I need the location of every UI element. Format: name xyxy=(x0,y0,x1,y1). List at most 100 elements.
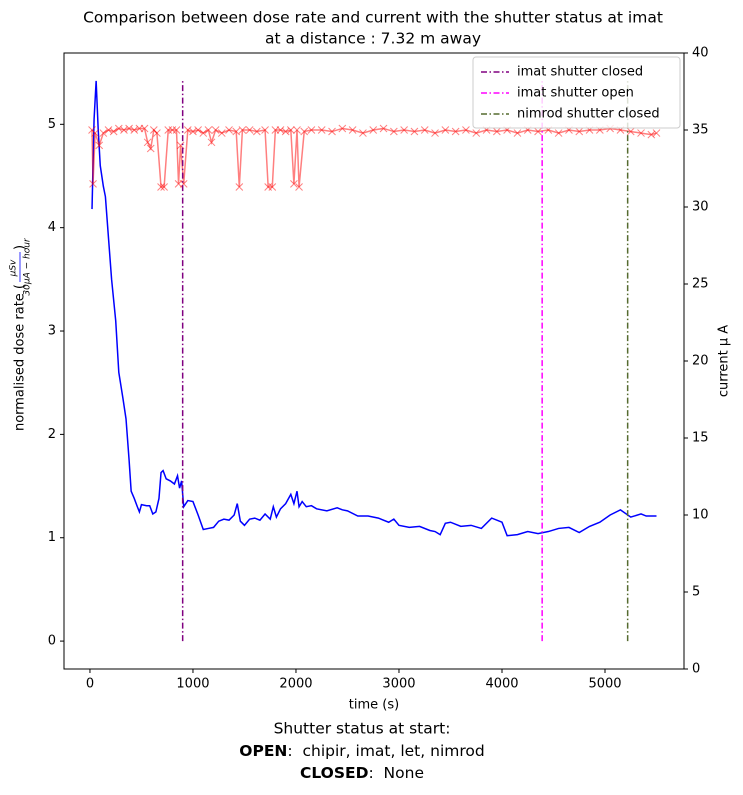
current-marker xyxy=(338,124,347,133)
x-axis-label: time (s) xyxy=(349,698,399,713)
current-marker xyxy=(211,126,220,134)
current-marker xyxy=(99,129,108,137)
current-marker xyxy=(225,126,233,134)
y-axis-label-text: normalised dose rate ( xyxy=(13,284,28,431)
x-tick-label: 4000 xyxy=(485,677,518,692)
current-marker xyxy=(125,124,133,133)
current-marker xyxy=(462,126,470,134)
current-marker xyxy=(146,144,155,153)
y2-tick-label: 30 xyxy=(692,200,709,215)
current-marker xyxy=(140,124,149,133)
current-marker xyxy=(114,124,123,133)
current-marker xyxy=(245,126,254,134)
current-marker xyxy=(232,127,241,136)
closed-list: : None xyxy=(368,764,424,782)
current-line xyxy=(91,127,657,188)
footer-heading: Shutter status at start: xyxy=(274,720,451,738)
current-marker xyxy=(91,129,99,137)
current-marker xyxy=(317,126,326,134)
y2-tick-label: 15 xyxy=(692,431,709,446)
current-marker xyxy=(286,126,295,134)
current-marker xyxy=(89,180,97,188)
y2-axis-label: current μ A xyxy=(717,325,732,397)
current-marker xyxy=(268,183,277,191)
legend-box xyxy=(472,56,681,129)
current-marker xyxy=(328,127,336,136)
footer-open: OPEN: chipir, imat, let, nimrod xyxy=(239,742,484,760)
open-label: OPEN xyxy=(239,742,287,760)
y2-tick-label: 25 xyxy=(692,277,709,292)
y2-tick-label: 10 xyxy=(692,508,709,523)
current-marker xyxy=(109,127,118,136)
y2-tick-label: 0 xyxy=(692,662,700,677)
current-marker xyxy=(626,127,635,136)
footer-closed: CLOSED: None xyxy=(300,764,424,782)
current-marker xyxy=(451,127,460,136)
chart-title: Comparison between dose rate and current… xyxy=(83,9,663,27)
x-tick-label: 0 xyxy=(86,677,94,692)
legend-label: imat shutter open xyxy=(517,86,634,101)
chart-title: at a distance : 7.32 m away xyxy=(265,30,481,48)
current-marker xyxy=(307,126,316,134)
x-tick-label: 2000 xyxy=(279,677,312,692)
current-marker xyxy=(153,129,161,137)
current-marker xyxy=(157,183,165,191)
current-marker xyxy=(400,126,408,134)
current-marker xyxy=(252,127,261,136)
current-marker xyxy=(179,180,188,188)
current-marker xyxy=(276,126,285,134)
x-tick-label: 1000 xyxy=(176,677,209,692)
current-marker xyxy=(441,126,450,134)
current-marker xyxy=(293,126,301,134)
current-marker xyxy=(379,124,388,133)
current-marker xyxy=(189,127,197,136)
current-marker xyxy=(194,126,202,134)
y-tick-label: 4 xyxy=(48,220,56,235)
current-marker xyxy=(207,138,216,147)
current-marker xyxy=(472,129,481,137)
y2-tick-label: 40 xyxy=(692,46,709,61)
current-marker xyxy=(204,126,213,134)
x-tick-label: 5000 xyxy=(588,677,621,692)
current-marker xyxy=(143,138,152,147)
current-marker xyxy=(420,126,429,134)
y-axis-label-denominator: 30μA − hour xyxy=(23,237,33,296)
open-list: : chipir, imat, let, nimrod xyxy=(287,742,484,760)
y-axis-label-close: ) xyxy=(13,245,28,250)
current-marker xyxy=(431,129,439,137)
current-marker xyxy=(348,126,357,134)
current-marker xyxy=(554,129,563,137)
y-axis-label-numerator: μSv xyxy=(9,259,19,277)
current-marker xyxy=(300,127,309,136)
y-axis-label: normalised dose rate ( μSv 30μA − hour ) xyxy=(9,237,33,431)
current-marker xyxy=(95,141,104,150)
y2-tick-label: 20 xyxy=(692,354,709,369)
current-marker xyxy=(104,126,113,134)
current-marker xyxy=(575,127,584,136)
current-marker xyxy=(199,129,208,137)
y2-tick-label: 5 xyxy=(692,585,700,600)
y-tick-label: 1 xyxy=(48,530,56,545)
current-marker xyxy=(217,129,226,137)
current-marker xyxy=(389,127,398,136)
current-marker xyxy=(238,126,247,134)
y-tick-label: 5 xyxy=(48,117,56,132)
current-marker xyxy=(183,126,192,134)
current-marker xyxy=(513,129,522,137)
y-tick-label: 0 xyxy=(48,634,56,649)
current-marker xyxy=(369,126,378,134)
y-tick-label: 2 xyxy=(48,427,56,442)
current-marker xyxy=(410,127,419,136)
x-tick-label: 3000 xyxy=(382,677,415,692)
current-marker xyxy=(290,180,298,188)
y2-tick-label: 35 xyxy=(692,123,709,138)
closed-label: CLOSED xyxy=(300,764,369,782)
current-marker xyxy=(160,183,168,191)
current-marker xyxy=(130,126,139,134)
current-marker xyxy=(637,129,645,137)
current-marker xyxy=(359,129,367,137)
current-marker xyxy=(261,126,269,134)
y-tick-label: 3 xyxy=(48,324,56,339)
